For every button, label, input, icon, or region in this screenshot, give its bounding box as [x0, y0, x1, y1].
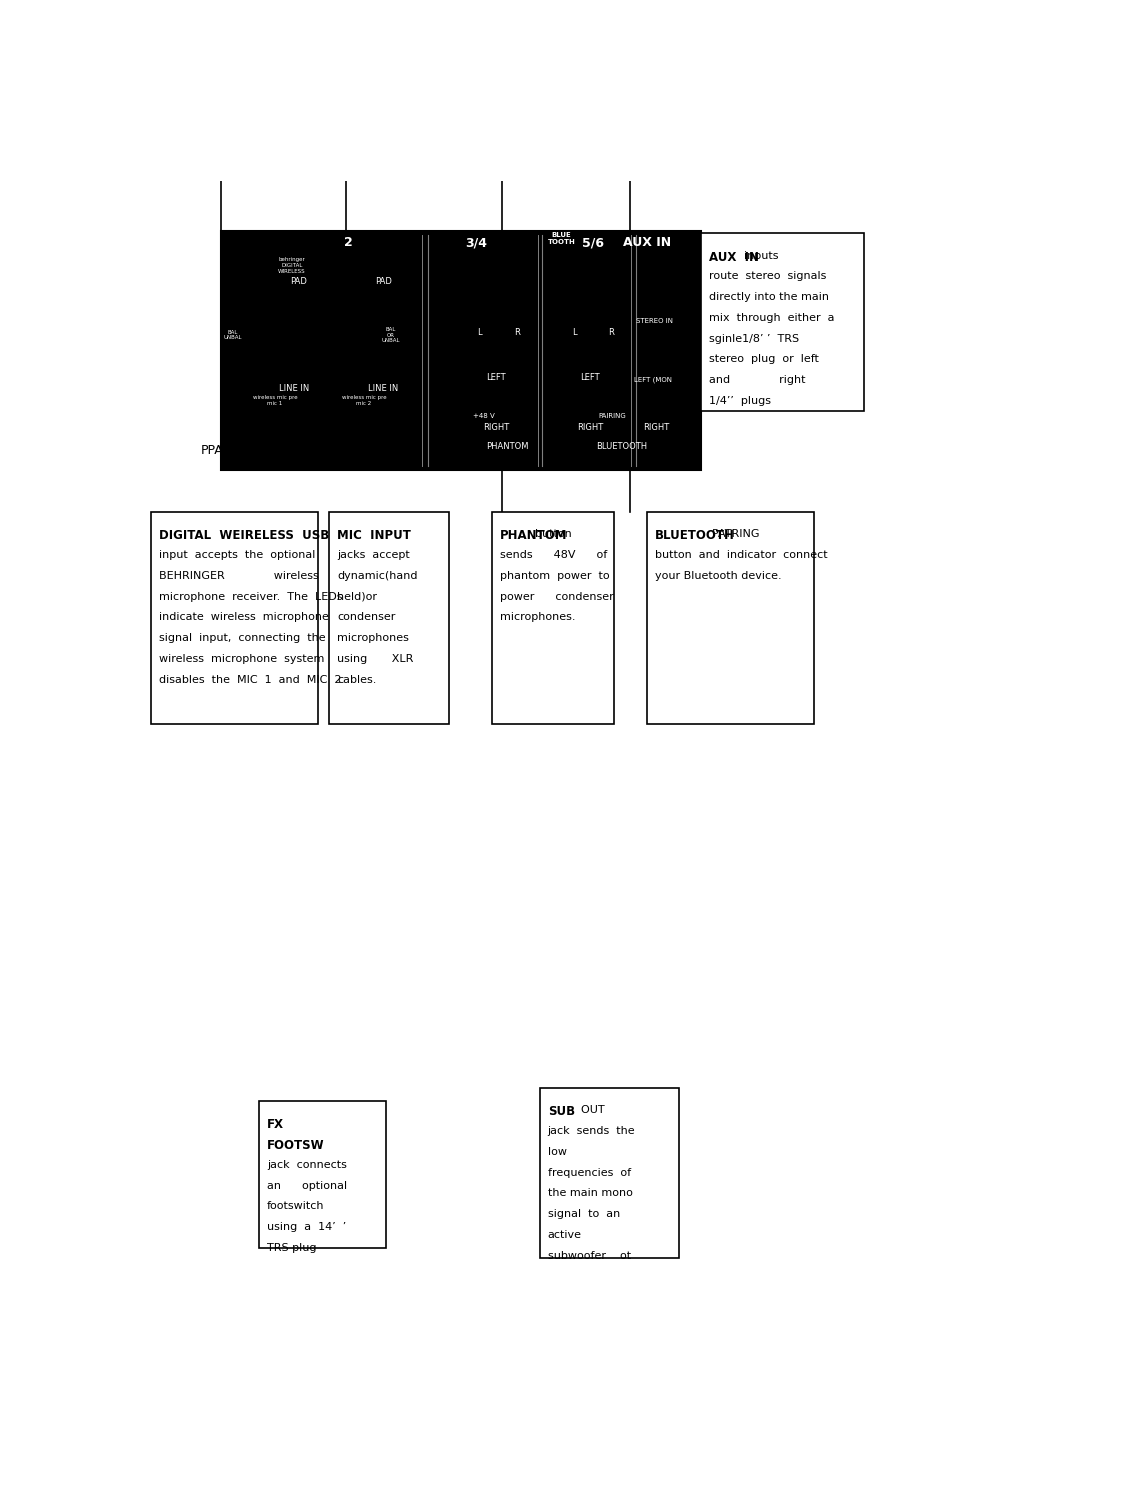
Text: BLUETOOTH: BLUETOOTH [655, 530, 734, 542]
Text: subwoofer    ot: subwoofer ot [547, 1251, 631, 1260]
Text: MIC  INPUT: MIC INPUT [337, 530, 411, 542]
Text: indicate  wireless  microphone: indicate wireless microphone [159, 613, 329, 622]
Bar [701, 234, 863, 410]
Text: RIGHT: RIGHT [643, 423, 670, 432]
Text: button: button [528, 530, 572, 539]
Text: using  a  14’  ’: using a 14’ ’ [267, 1222, 347, 1233]
Text: R: R [514, 329, 520, 338]
Text: footswitch: footswitch [267, 1201, 325, 1212]
Bar [260, 1102, 386, 1248]
Text: L: L [571, 329, 576, 338]
Text: disables  the  MIC  1  and  MIC  2: disables the MIC 1 and MIC 2 [159, 675, 341, 685]
Text: power      condenser: power condenser [499, 592, 614, 602]
Text: +48 V: +48 V [473, 413, 495, 420]
Text: BAL
OR
UNBAL: BAL OR UNBAL [382, 327, 401, 344]
Text: signal  to  an: signal to an [547, 1209, 619, 1219]
Text: wireless mic pre
mic 1: wireless mic pre mic 1 [253, 395, 298, 406]
Text: jacks  accept: jacks accept [337, 551, 410, 560]
Text: signal  input,  connecting  the: signal input, connecting the [159, 634, 325, 643]
Text: your Bluetooth device.: your Bluetooth device. [655, 570, 781, 581]
Text: condenser: condenser [337, 613, 395, 622]
Text: microphones.: microphones. [499, 613, 575, 622]
Text: LEFT: LEFT [581, 373, 600, 382]
Text: stereo  plug  or  left: stereo plug or left [709, 355, 819, 365]
Text: PAD: PAD [290, 276, 307, 285]
Text: TRS plug: TRS plug [267, 1243, 317, 1252]
Text: OUT: OUT [560, 1105, 605, 1115]
Text: R: R [608, 329, 614, 338]
Bar [329, 512, 449, 724]
Text: mix  through  either  a: mix through either a [709, 312, 835, 323]
Text: button  and  indicator  connect: button and indicator connect [655, 551, 827, 560]
Text: inputs: inputs [737, 250, 779, 261]
Text: AUX  IN: AUX IN [709, 250, 759, 264]
Bar [492, 512, 615, 724]
Text: held)or: held)or [337, 592, 377, 602]
Text: 3/4: 3/4 [465, 237, 488, 249]
Text: sginle1/8’ ’  TRS: sginle1/8’ ’ TRS [709, 333, 799, 344]
Text: FOOTSW: FOOTSW [267, 1139, 325, 1151]
Text: LINE IN: LINE IN [279, 385, 309, 394]
Text: an      optional: an optional [267, 1180, 347, 1191]
Text: STEREO IN: STEREO IN [637, 318, 673, 324]
Text: low: low [547, 1147, 567, 1157]
Text: cables.: cables. [337, 675, 377, 685]
Text: behringer
DIGITAL
WIRELESS: behringer DIGITAL WIRELESS [278, 258, 306, 275]
Text: AUX IN: AUX IN [623, 237, 671, 249]
Text: BLUE
TOOTH: BLUE TOOTH [547, 231, 576, 244]
Text: dynamic(hand: dynamic(hand [337, 570, 418, 581]
Bar [647, 512, 813, 724]
Text: PAIRING: PAIRING [598, 413, 626, 420]
Text: LEFT: LEFT [485, 373, 506, 382]
Text: active: active [547, 1230, 582, 1240]
Text: 5/6: 5/6 [582, 237, 603, 249]
Text: PAD: PAD [374, 276, 392, 285]
Text: PHANTOM: PHANTOM [487, 442, 529, 451]
Text: sends      48V      of: sends 48V of [499, 551, 607, 560]
Text: frequencies  of: frequencies of [547, 1168, 631, 1177]
Text: microphone  receiver.  The  LEDs: microphone receiver. The LEDs [159, 592, 342, 602]
Bar [221, 231, 701, 469]
Text: using       XLR: using XLR [337, 653, 413, 664]
Text: PPA500BT: PPA500BT [200, 444, 263, 457]
Text: LEFT (MON: LEFT (MON [634, 376, 672, 383]
Text: LINE IN: LINE IN [369, 385, 398, 394]
Bar [151, 512, 317, 724]
Text: SUB: SUB [547, 1105, 575, 1118]
Text: 1/4’’  plugs: 1/4’’ plugs [709, 395, 771, 406]
Text: BLUETOOTH: BLUETOOTH [595, 442, 647, 451]
Text: microphones: microphones [337, 634, 409, 643]
Text: input  accepts  the  optional: input accepts the optional [159, 551, 315, 560]
Text: the main mono: the main mono [547, 1189, 632, 1198]
Text: jack  connects: jack connects [267, 1160, 347, 1169]
Text: PHANTOM: PHANTOM [499, 530, 567, 542]
Text: wireless  microphone  system: wireless microphone system [159, 653, 324, 664]
Text: and              right: and right [709, 376, 805, 385]
Text: DIGITAL  WEIRELESS  USB: DIGITAL WEIRELESS USB [159, 530, 329, 542]
Text: BAL
UNBAL: BAL UNBAL [223, 329, 242, 341]
Text: FX: FX [267, 1118, 284, 1132]
Text: jack  sends  the: jack sends the [547, 1126, 635, 1136]
Text: 2: 2 [345, 237, 353, 249]
Text: directly into the main: directly into the main [709, 293, 829, 302]
Text: phantom  power  to: phantom power to [499, 570, 609, 581]
Bar [540, 1088, 679, 1257]
Text: wireless mic pre
mic 2: wireless mic pre mic 2 [341, 395, 386, 406]
Text: BEHRINGER              wireless: BEHRINGER wireless [159, 570, 318, 581]
Text: RIGHT: RIGHT [483, 423, 508, 432]
Text: L: L [477, 329, 482, 338]
Text: RIGHT: RIGHT [577, 423, 603, 432]
Text: route  stereo  signals: route stereo signals [709, 272, 827, 281]
Text: PATRING: PATRING [692, 530, 760, 539]
